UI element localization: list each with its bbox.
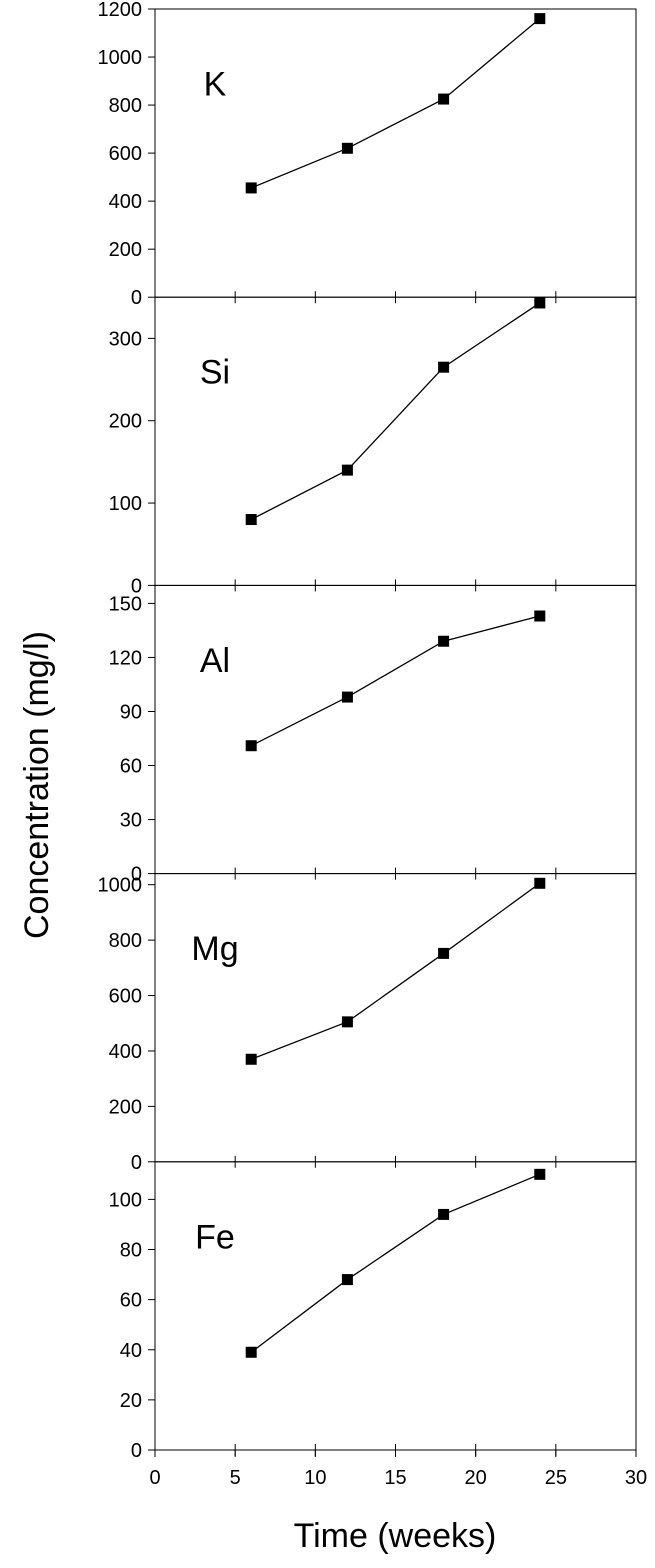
- data-point: [341, 1016, 353, 1028]
- panel-label: Fe: [195, 1218, 235, 1256]
- x-tick-label: 0: [149, 1467, 160, 1489]
- data-point: [438, 361, 450, 373]
- data-point: [534, 1168, 546, 1180]
- panel-al: 0 30 60 90 120 150 Al: [109, 584, 637, 886]
- panel-label: Si: [200, 354, 230, 392]
- data-point: [245, 1053, 257, 1065]
- y-tick-label: 600: [109, 986, 142, 1008]
- y-tick-label: 0: [131, 1440, 142, 1462]
- x-tick-label: 30: [625, 1467, 647, 1489]
- x-tick-label: 25: [545, 1467, 567, 1489]
- x-axis: 0 5 10 15 20 25 30: [149, 1450, 647, 1489]
- data-point: [245, 514, 257, 526]
- y-tick-label: 60: [120, 1290, 142, 1312]
- data-point: [534, 610, 546, 622]
- series-line-mg: [250, 882, 541, 1060]
- series-line-fe: [250, 1173, 541, 1353]
- x-tick-label: 15: [384, 1467, 406, 1489]
- data-point: [438, 947, 450, 959]
- data-point: [341, 1274, 353, 1286]
- series-line-k: [250, 18, 541, 189]
- panel-frame: [154, 873, 637, 1163]
- series-line-si: [250, 302, 541, 521]
- panel-fe: 0 20 40 60 80 100 Fe: [109, 1161, 637, 1462]
- panel-frame: [154, 296, 637, 586]
- data-point: [534, 297, 546, 309]
- y-tick-label: 20: [120, 1390, 142, 1412]
- chart-panels: 020040060080010001200K0100200300Si030609…: [98, 0, 637, 1462]
- panel-frame: [154, 1161, 637, 1451]
- panel-label: Al: [200, 642, 230, 680]
- panel-label: K: [204, 65, 227, 103]
- y-tick-label: 400: [109, 191, 142, 213]
- data-point: [245, 1346, 257, 1358]
- y-tick-label: 0: [131, 1152, 142, 1174]
- data-point: [341, 464, 353, 476]
- y-tick-label: 40: [120, 1340, 142, 1362]
- data-point: [245, 740, 257, 752]
- y-tick-label: 200: [109, 239, 142, 261]
- y-tick-label: 1200: [98, 0, 143, 21]
- y-tick-label: 200: [109, 1096, 142, 1118]
- panel-frame: [154, 584, 637, 875]
- y-tick-label: 0: [131, 575, 142, 597]
- y-tick-label: 80: [120, 1240, 142, 1262]
- x-tick-label: 5: [230, 1467, 241, 1489]
- x-axis-title: Time (weeks): [294, 1517, 497, 1555]
- panel-label: Mg: [191, 930, 238, 968]
- panel-si: 0 100 200 300 Si: [109, 296, 637, 597]
- y-tick-label: 90: [120, 701, 142, 723]
- y-tick-label: 0: [131, 864, 142, 886]
- y-tick-label: 200: [109, 411, 142, 433]
- panel-k: 0 200 400 600 800 1000 1200 K: [98, 0, 637, 309]
- y-tick-label: 150: [109, 593, 142, 615]
- y-tick-label: 400: [109, 1041, 142, 1063]
- y-tick-label: 0: [131, 287, 142, 309]
- y-tick-label: 30: [120, 810, 142, 832]
- data-point: [245, 182, 257, 194]
- data-point: [438, 1208, 450, 1220]
- x-tick-label: 10: [304, 1467, 326, 1489]
- y-tick-label: 1000: [98, 875, 143, 897]
- data-point: [341, 691, 353, 703]
- y-tick-label: 60: [120, 756, 142, 778]
- series-line-al: [250, 615, 540, 747]
- data-point: [534, 13, 546, 25]
- y-tick-label: 1000: [98, 47, 143, 69]
- data-point: [438, 635, 450, 647]
- y-tick-label: 600: [109, 143, 142, 165]
- y-tick-label: 120: [109, 647, 142, 669]
- y-tick-label: 100: [109, 1189, 142, 1211]
- y-tick-label: 100: [109, 493, 142, 515]
- y-tick-label: 800: [109, 95, 142, 117]
- y-tick-label: 800: [109, 930, 142, 952]
- data-point: [534, 877, 546, 889]
- x-tick-label: 20: [465, 1467, 487, 1489]
- data-point: [341, 142, 353, 154]
- panel-frame: [154, 8, 637, 298]
- data-point: [438, 93, 450, 105]
- y-axis-title: Concentration (mg/l): [18, 631, 56, 939]
- y-tick-label: 300: [109, 328, 142, 350]
- panel-mg: 0 200 400 600 800 1000 Mg: [98, 873, 637, 1174]
